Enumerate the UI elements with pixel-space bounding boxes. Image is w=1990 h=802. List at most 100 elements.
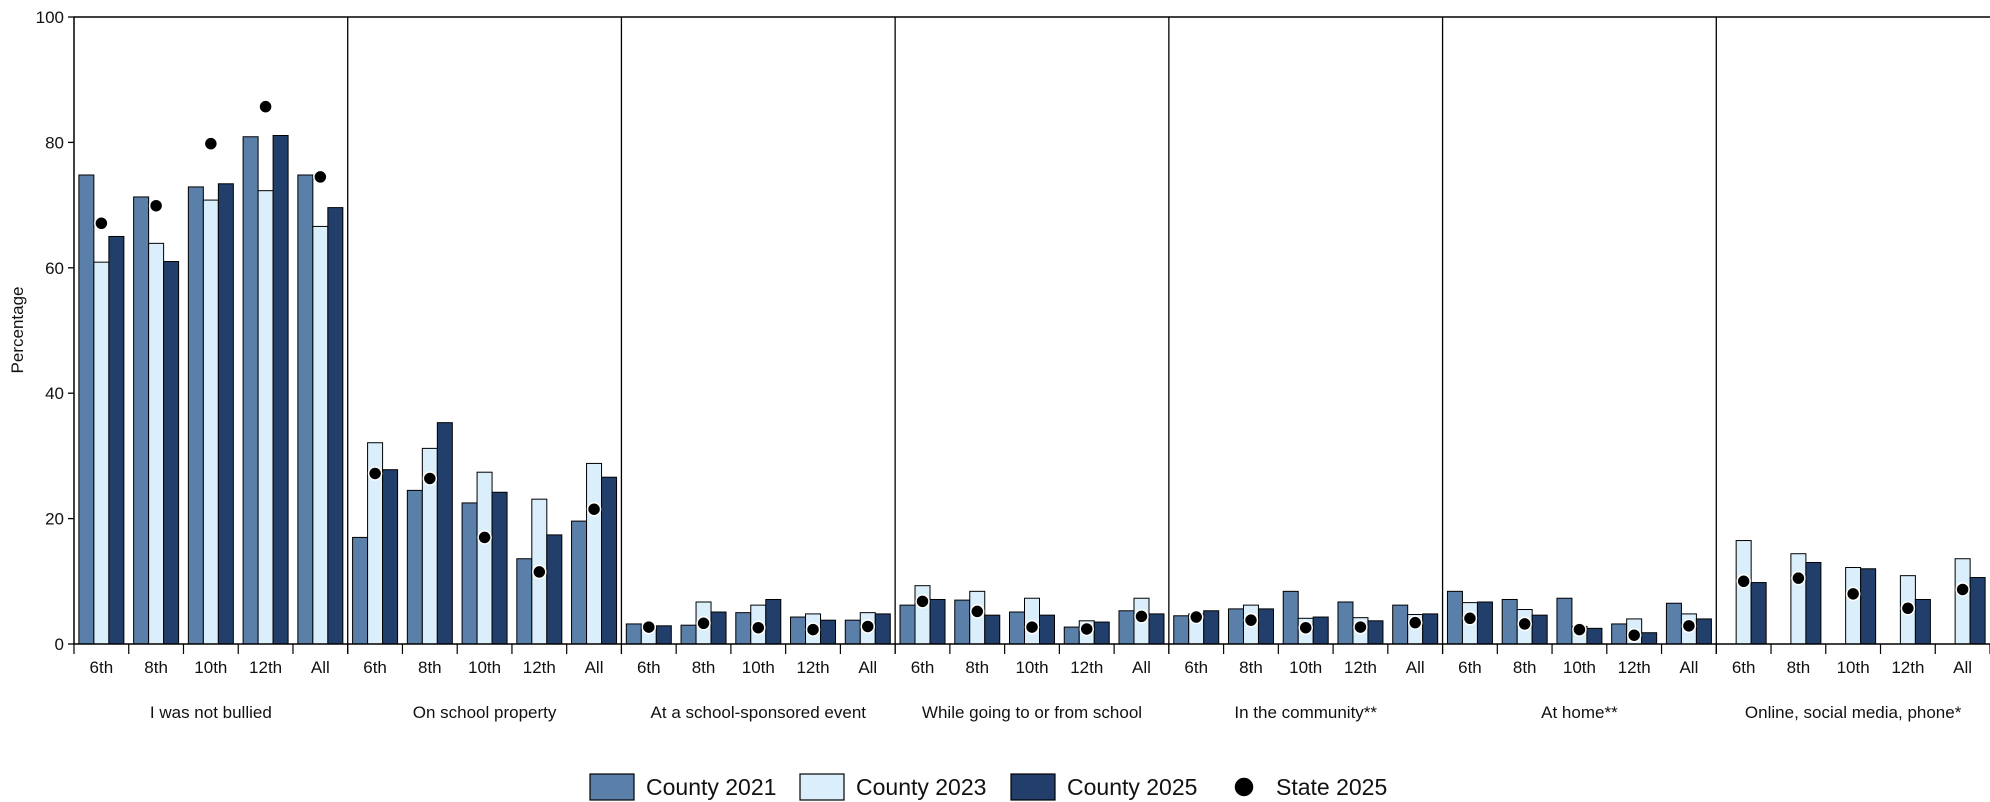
bar bbox=[93, 261, 110, 645]
state-dot bbox=[1845, 586, 1861, 602]
legend-label: State 2025 bbox=[1276, 774, 1387, 800]
state-dot bbox=[258, 99, 273, 114]
bar bbox=[1203, 610, 1220, 645]
state-dot bbox=[1298, 620, 1313, 635]
bar bbox=[1790, 553, 1807, 645]
bar bbox=[710, 611, 727, 645]
bar bbox=[1860, 568, 1877, 645]
bar bbox=[655, 625, 672, 645]
x-tick-label: 8th bbox=[692, 658, 716, 677]
legend-swatch bbox=[1010, 773, 1056, 801]
bar bbox=[516, 558, 533, 645]
legend-swatch bbox=[589, 773, 635, 801]
state-dot bbox=[586, 501, 602, 517]
bar bbox=[1611, 623, 1628, 645]
y-tick-label: 0 bbox=[55, 635, 64, 654]
bar bbox=[1009, 611, 1025, 645]
x-tick-label: All bbox=[1953, 658, 1972, 677]
bar bbox=[601, 476, 618, 645]
x-tick-label: 6th bbox=[637, 658, 661, 677]
bar bbox=[1641, 632, 1658, 645]
bar bbox=[1914, 598, 1931, 645]
x-tick-label: 6th bbox=[1458, 658, 1482, 677]
bar bbox=[1805, 561, 1822, 645]
bar bbox=[148, 242, 165, 645]
state-dot bbox=[915, 594, 930, 609]
y-tick-label: 80 bbox=[45, 133, 64, 152]
x-tick-label: All bbox=[585, 658, 604, 677]
x-tick-label: 10th bbox=[742, 658, 775, 677]
legend-dot bbox=[1233, 776, 1255, 798]
bar bbox=[1695, 618, 1712, 645]
x-tick-label: 12th bbox=[1891, 658, 1924, 677]
state-dot bbox=[367, 466, 383, 481]
state-dot bbox=[203, 136, 219, 151]
x-tick-label: 12th bbox=[1070, 658, 1103, 677]
y-axis-title: Percentage bbox=[8, 287, 27, 374]
group-label: I was not bullied bbox=[150, 703, 272, 722]
x-tick-label: 12th bbox=[249, 658, 282, 677]
bar bbox=[1118, 610, 1135, 645]
x-tick-label: 8th bbox=[965, 658, 989, 677]
legend-label: County 2021 bbox=[646, 774, 776, 800]
y-tick-label: 40 bbox=[45, 384, 64, 403]
state-dot bbox=[641, 619, 657, 635]
bar bbox=[187, 186, 204, 645]
bar bbox=[1476, 601, 1493, 645]
bar bbox=[954, 599, 971, 645]
state-dot bbox=[1572, 622, 1587, 637]
bar bbox=[1954, 558, 1971, 645]
state-dot bbox=[1462, 611, 1478, 626]
bar bbox=[1148, 613, 1165, 645]
bar bbox=[1367, 620, 1384, 645]
state-dot bbox=[94, 216, 109, 231]
bar bbox=[476, 471, 493, 645]
bar bbox=[163, 261, 180, 645]
bar bbox=[1422, 613, 1439, 645]
x-tick-label: 10th bbox=[468, 658, 501, 677]
y-tick-label: 60 bbox=[45, 259, 64, 278]
bar bbox=[790, 616, 807, 645]
bar bbox=[1845, 567, 1862, 645]
bar bbox=[1063, 626, 1080, 645]
chart-frame bbox=[74, 16, 1990, 644]
x-tick-label: 6th bbox=[911, 658, 935, 677]
bar bbox=[327, 207, 344, 645]
bar bbox=[680, 624, 697, 645]
bar bbox=[133, 196, 150, 645]
state-dot bbox=[1407, 615, 1423, 630]
bar bbox=[1093, 621, 1110, 645]
bar bbox=[78, 174, 95, 645]
x-tick-label: 10th bbox=[1289, 658, 1322, 677]
state-dot bbox=[1900, 601, 1916, 616]
state-dot bbox=[1517, 616, 1532, 632]
state-dot bbox=[1024, 619, 1040, 635]
group-label: On school property bbox=[413, 703, 557, 722]
x-tick-label: 10th bbox=[1015, 658, 1048, 677]
state-dot bbox=[860, 619, 876, 634]
bar bbox=[844, 619, 861, 645]
state-dot bbox=[1955, 582, 1970, 597]
bar bbox=[1446, 590, 1463, 645]
bar bbox=[899, 604, 916, 645]
state-dot bbox=[1134, 609, 1149, 624]
bar bbox=[1586, 627, 1603, 645]
legend-label: County 2025 bbox=[1067, 774, 1197, 800]
x-tick-label: 6th bbox=[363, 658, 387, 677]
x-tick-label: 8th bbox=[144, 658, 168, 677]
x-tick-label: All bbox=[311, 658, 330, 677]
bar bbox=[1556, 597, 1573, 645]
state-dot bbox=[1626, 627, 1642, 643]
bar bbox=[1312, 616, 1329, 645]
state-dot bbox=[1243, 612, 1259, 628]
group-label: In the community** bbox=[1234, 703, 1377, 722]
x-tick-label: 10th bbox=[1563, 658, 1596, 677]
x-tick-label: 10th bbox=[194, 658, 227, 677]
chart-axes: 0 20 40 60 80 100 6th 8th 10th 12th All I was not b… bbox=[36, 8, 1990, 722]
bar bbox=[1257, 608, 1274, 645]
bar bbox=[625, 623, 642, 645]
y-tick-label: 20 bbox=[45, 510, 64, 529]
state-dot bbox=[696, 616, 711, 631]
bar bbox=[1282, 590, 1299, 645]
